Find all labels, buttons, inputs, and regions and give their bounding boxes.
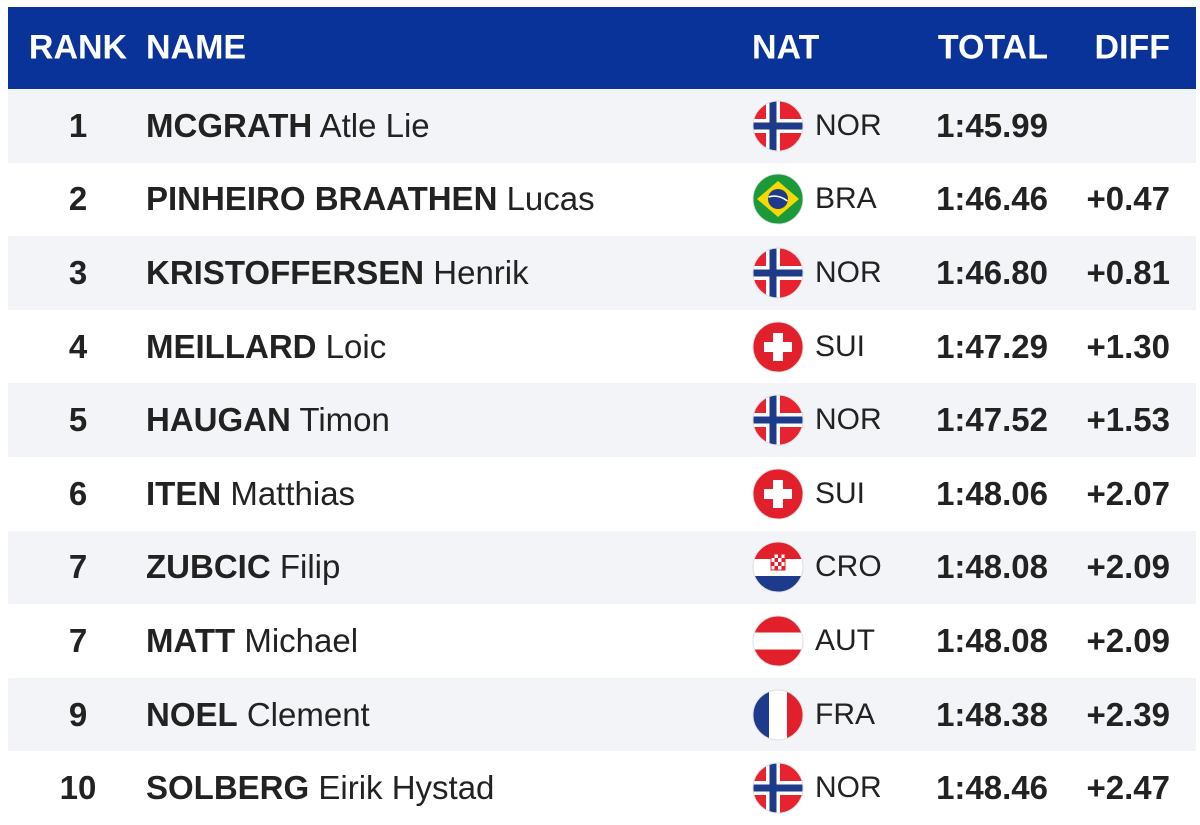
header-cell: NAT xyxy=(752,28,820,67)
time-diff: +2.47 xyxy=(1086,769,1171,807)
nation: CRO xyxy=(815,550,882,584)
time-diff: +0.81 xyxy=(1086,253,1171,291)
surname: ITEN xyxy=(146,474,222,512)
total-time: 1:48.06 xyxy=(936,474,1048,512)
flag xyxy=(752,321,804,373)
nation: AUT xyxy=(815,623,875,657)
header-cell: RANK xyxy=(28,28,128,67)
athlete-name: ZUBCIC Filip xyxy=(146,548,340,586)
first-name: Filip xyxy=(279,548,341,586)
nation: SUI xyxy=(815,476,866,510)
rank: 7 xyxy=(68,548,88,586)
results-table: RANK NAME NAT TOTAL DIFF 1 MCGRATH Atle L… xyxy=(8,7,1196,825)
time-diff: +1.30 xyxy=(1086,327,1171,365)
total-time: 1:48.38 xyxy=(936,695,1048,733)
table-header: RANK NAME NAT TOTAL DIFF xyxy=(8,7,1196,89)
athlete-name: MATT Michael xyxy=(146,622,358,660)
flag xyxy=(752,541,804,593)
rank: 2 xyxy=(68,180,88,218)
total-time: 1:48.08 xyxy=(936,548,1048,586)
surname: PINHEIRO BRAATHEN xyxy=(146,180,498,218)
table-row: 9 NOEL Clement FRA 1:48.38 +2.39 xyxy=(8,677,1196,752)
rank: 6 xyxy=(68,474,88,512)
nation: NOR xyxy=(815,255,882,289)
rank: 7 xyxy=(68,621,88,659)
flag xyxy=(752,394,804,446)
nation: NOR xyxy=(815,108,882,142)
surname: SOLBERG xyxy=(146,769,310,807)
total-time: 1:47.52 xyxy=(936,401,1048,439)
rank: 3 xyxy=(68,253,88,291)
first-name: Henrik xyxy=(433,253,529,291)
table-row: 10 SOLBERG Eirik Hystad NOR 1:48.46 +2.47 xyxy=(8,751,1196,825)
total-time: 1:45.99 xyxy=(936,106,1048,144)
surname: MATT xyxy=(146,621,236,659)
athlete-name: MEILLARD Loic xyxy=(146,328,386,366)
time-diff: +2.39 xyxy=(1086,695,1171,733)
rank: 1 xyxy=(68,106,88,144)
surname: HAUGAN xyxy=(146,401,291,439)
athlete-name: ITEN Matthias xyxy=(146,475,355,513)
total-time: 1:47.29 xyxy=(936,327,1048,365)
time-diff: +2.07 xyxy=(1086,474,1171,512)
header-cell: NAME xyxy=(146,28,247,67)
first-name: Michael xyxy=(244,621,359,659)
flag xyxy=(752,689,804,741)
flag xyxy=(752,173,804,225)
time-diff: +2.09 xyxy=(1086,621,1171,659)
nation: NOR xyxy=(815,771,882,805)
table-row: 5 HAUGAN Timon NOR 1:47.52 +1.53 xyxy=(8,383,1196,457)
surname: KRISTOFFERSEN xyxy=(146,253,425,291)
table-row: 2 PINHEIRO BRAATHEN Lucas BRA 1:46.46 +0.47 xyxy=(8,163,1196,237)
rank: 5 xyxy=(68,401,88,439)
time-diff: +1.53 xyxy=(1086,401,1171,439)
table-row: 1 MCGRATH Atle Lie NOR 1:45.99 xyxy=(8,89,1196,163)
nation: SUI xyxy=(815,329,866,363)
flag xyxy=(752,468,804,520)
flag xyxy=(752,615,804,667)
surname: NOEL xyxy=(146,695,238,733)
rank: 4 xyxy=(68,327,88,365)
flag xyxy=(752,762,804,814)
surname: MEILLARD xyxy=(146,327,317,365)
table-body: 1 MCGRATH Atle Lie NOR 1:45.99 2 PINHEIRO BRA… xyxy=(8,89,1196,825)
header-cell: DIFF xyxy=(1094,28,1170,67)
total-time: 1:46.46 xyxy=(936,180,1048,218)
surname: MCGRATH xyxy=(146,106,313,144)
flag xyxy=(752,100,804,152)
athlete-name: HAUGAN Timon xyxy=(146,401,390,439)
athlete-name: KRISTOFFERSEN Henrik xyxy=(146,254,529,292)
athlete-name: SOLBERG Eirik Hystad xyxy=(146,769,494,807)
nation: BRA xyxy=(815,182,877,216)
athlete-name: MCGRATH Atle Lie xyxy=(146,107,430,145)
rank: 10 xyxy=(59,769,97,807)
flag xyxy=(752,247,804,299)
time-diff: +2.09 xyxy=(1086,548,1171,586)
first-name: Loic xyxy=(325,327,387,365)
rank: 9 xyxy=(68,695,88,733)
nation: FRA xyxy=(815,697,875,731)
table-row: 7 ZUBCIC Filip CRO 1:48.08 +2.09 xyxy=(8,530,1196,605)
first-name: Eirik Hystad xyxy=(318,769,495,807)
total-time: 1:48.08 xyxy=(936,621,1048,659)
first-name: Lucas xyxy=(506,180,595,218)
athlete-name: PINHEIRO BRAATHEN Lucas xyxy=(146,180,595,218)
total-time: 1:46.80 xyxy=(936,253,1048,291)
table-row: 3 KRISTOFFERSEN Henrik NOR 1:46.80 +0.81 xyxy=(8,236,1196,310)
table-row: 4 MEILLARD Loic SUI 1:47.29 +1.30 xyxy=(8,310,1196,384)
first-name: Atle Lie xyxy=(319,106,430,144)
nation: NOR xyxy=(815,403,882,437)
table-row: 7 MATT Michael AUT 1:48.08 +2.09 xyxy=(8,604,1196,678)
header-cell: TOTAL xyxy=(937,28,1048,67)
surname: ZUBCIC xyxy=(146,548,271,586)
time-diff: +0.47 xyxy=(1086,180,1171,218)
total-time: 1:48.46 xyxy=(936,769,1048,807)
first-name: Timon xyxy=(299,401,390,439)
athlete-name: NOEL Clement xyxy=(146,696,370,734)
first-name: Matthias xyxy=(230,474,356,512)
table-row: 6 ITEN Matthias SUI 1:48.06 +2.07 xyxy=(8,457,1196,531)
first-name: Clement xyxy=(246,695,370,733)
